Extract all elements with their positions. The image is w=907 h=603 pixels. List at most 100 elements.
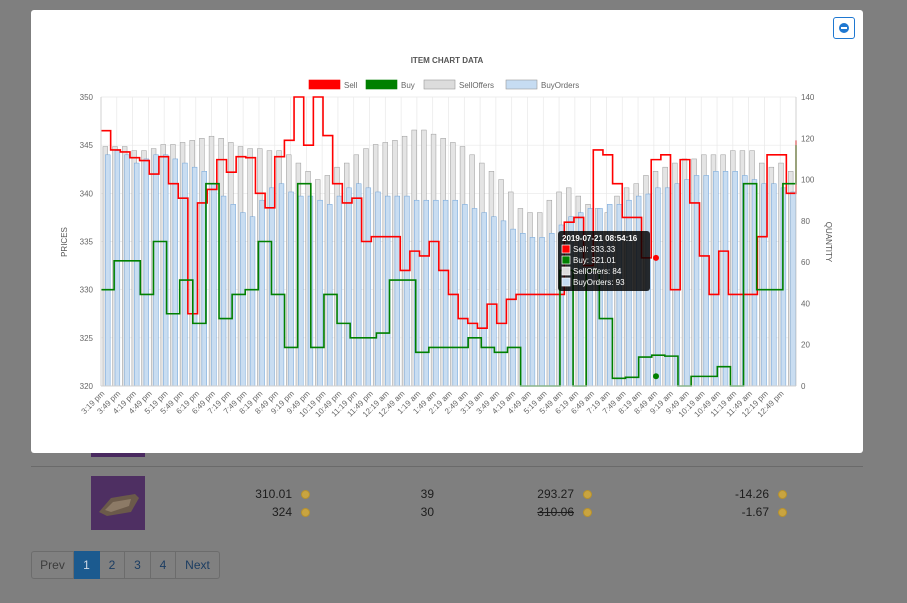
buyorders-bar	[182, 162, 188, 387]
coin-icon	[301, 508, 310, 517]
item-chart-modal: ITEM CHART DATA Sell Buy SellOffers BuyOrde…	[31, 10, 863, 453]
legend-label-selloffers: SellOffers	[459, 81, 494, 90]
buyorders-bar	[500, 220, 507, 387]
buy-line	[101, 145, 797, 387]
buyorders-bar	[481, 212, 487, 387]
chart-legend: Sell Buy SellOffers BuyOrders	[308, 79, 579, 90]
buyorders-bar	[761, 183, 767, 387]
y2-tick-label: 80	[801, 217, 810, 226]
buyorders-bar	[462, 204, 468, 387]
prev-page-button[interactable]: Prev	[31, 551, 74, 579]
pagination: Prev 1 2 3 4 Next	[31, 551, 220, 579]
chart-tooltip: 2019-07-21 08:54:16 Sell: 333.33 Buy: 321.…	[558, 231, 659, 380]
legend-label-sell: Sell	[344, 81, 358, 90]
buyorders-bar	[249, 216, 256, 387]
table-row-divider	[31, 466, 863, 467]
buy-price: 324	[240, 505, 310, 519]
page-3-button[interactable]: 3	[125, 551, 151, 579]
y2-tick-label: 60	[801, 258, 810, 267]
buyorders-bar	[278, 183, 285, 387]
buyorders-bar	[336, 195, 343, 387]
buyorders-bar	[153, 154, 159, 387]
sell-price: 310.01	[240, 487, 310, 501]
buyorders-bars	[105, 150, 796, 387]
buyorders-bar	[211, 183, 217, 387]
buyorders-bar	[703, 175, 709, 387]
buy-after-fee: 310.06	[510, 505, 592, 519]
y-axis-label: PRICES	[60, 227, 69, 257]
y2-tick-label: 100	[801, 176, 815, 185]
buyorders-bar	[356, 183, 362, 387]
close-modal-button[interactable]	[833, 17, 855, 39]
buyorders-bar	[317, 199, 323, 387]
item-thumbnail-boat[interactable]	[91, 476, 145, 530]
coin-icon	[583, 508, 592, 517]
buyorders-bar	[771, 183, 777, 387]
buyorders-bar	[713, 171, 719, 387]
sell-after-fee: 293.27	[510, 487, 592, 501]
buyorders-bar	[404, 195, 410, 387]
buyorders-bar	[790, 191, 796, 387]
buy-difference: -1.67	[700, 505, 787, 519]
buy-quantity: 30	[420, 505, 434, 519]
chart-title: ITEM CHART DATA	[411, 56, 484, 65]
page-4-button[interactable]: 4	[151, 551, 176, 579]
coin-icon	[778, 490, 787, 499]
tooltip-swatch	[561, 244, 571, 254]
y-tick-label: 350	[80, 93, 94, 102]
buyorders-bar	[134, 162, 140, 387]
buyorders-bar	[365, 187, 372, 387]
buyorders-bar	[510, 228, 516, 387]
y2-tick-label: 120	[801, 134, 815, 143]
buyorders-bar	[529, 237, 536, 387]
price-lines	[101, 96, 797, 387]
buyorders-bar	[114, 150, 121, 387]
buyorders-bar	[288, 191, 294, 387]
sell-line	[101, 96, 797, 329]
y2-tick-label: 40	[801, 299, 810, 308]
y2-tick-label: 0	[801, 382, 806, 391]
buyorders-bar	[259, 199, 265, 387]
buyorders-bar	[693, 175, 700, 387]
buyorders-bar	[626, 199, 632, 387]
page-1-button[interactable]: 1	[74, 551, 100, 579]
y2-tick-label: 20	[801, 341, 810, 350]
price-chart[interactable]: ITEM CHART DATA Sell Buy SellOffers BuyOrde…	[31, 10, 863, 450]
buyorders-bar	[452, 199, 458, 387]
y-tick-label: 345	[80, 141, 94, 150]
buyorders-bar	[375, 191, 381, 387]
buyorders-bar	[172, 158, 178, 387]
legend-label-buy: Buy	[401, 81, 415, 90]
y2-axis-label: QUANTITY	[824, 222, 833, 263]
legend-label-buyorders: BuyOrders	[541, 81, 579, 90]
tooltip-title: 2019-07-21 08:54:16	[562, 234, 638, 243]
y2-tick-label: 140	[801, 93, 815, 102]
buyorders-bar	[655, 187, 661, 387]
tooltip-line: Sell: 333.33	[573, 245, 616, 254]
y-tick-label: 320	[80, 382, 94, 391]
legend-swatch-buy	[365, 79, 398, 90]
legend-swatch-selloffers	[423, 79, 456, 90]
buyorders-bar	[442, 199, 449, 387]
buyorders-bar	[722, 171, 729, 387]
legend-swatch-sell	[308, 79, 341, 90]
tooltip-line: SellOffers: 84	[573, 267, 622, 276]
page-2-button[interactable]: 2	[100, 551, 125, 579]
buyorders-bar	[423, 199, 429, 387]
next-page-button[interactable]: Next	[176, 551, 220, 579]
buyorders-bar	[394, 195, 401, 387]
coin-icon	[301, 490, 310, 499]
buyorders-bar	[549, 232, 555, 387]
y-tick-label: 335	[80, 238, 94, 247]
buyorders-bar	[471, 208, 478, 387]
y-tick-label: 330	[80, 286, 94, 295]
buyorders-bar	[298, 195, 304, 387]
buyorders-bar	[346, 187, 352, 387]
sell-quantity: 39	[420, 487, 434, 501]
coin-icon	[778, 508, 787, 517]
tooltip-swatch	[561, 255, 571, 265]
sell-hover-point	[653, 254, 659, 261]
tooltip-swatch	[561, 277, 571, 287]
boat-icon	[99, 494, 139, 516]
buy-hover-point	[653, 373, 659, 380]
